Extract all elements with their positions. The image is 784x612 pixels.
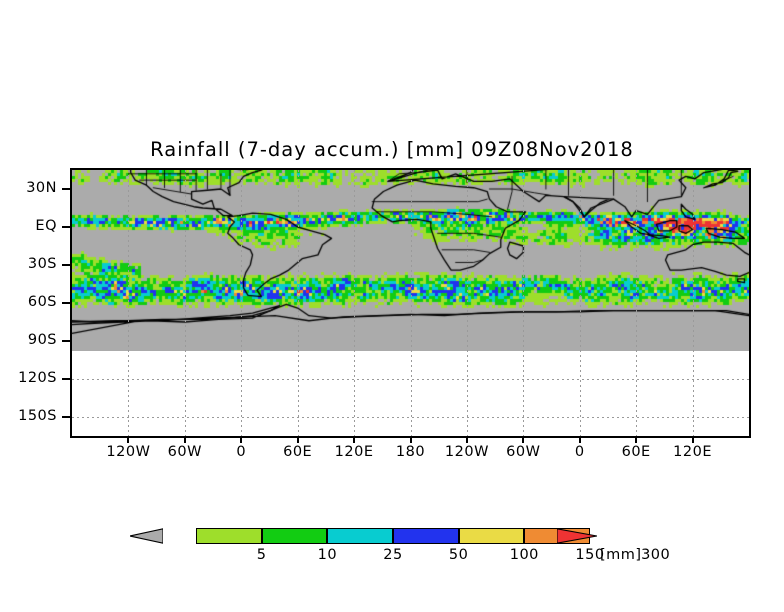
colorbar-high-arrow (557, 528, 597, 544)
x-axis-tick (353, 436, 356, 443)
y-axis-label: 60S (27, 294, 57, 310)
colorbar-tick-label: 10 (317, 547, 338, 563)
y-axis-tick (62, 378, 70, 380)
y-axis-tick (62, 264, 70, 266)
y-axis-label: 30N (26, 180, 57, 196)
colorbar-unit-label: [mm] (600, 547, 642, 563)
x-axis-tick (183, 436, 186, 443)
y-axis-label: 120S (18, 370, 57, 386)
colorbar-segment (393, 528, 459, 544)
colorbar-tick-label: 25 (383, 547, 403, 563)
y-axis-tick (62, 226, 70, 228)
colorbar-segment (327, 528, 393, 544)
colorbar-tick-label: 300 (641, 547, 671, 563)
x-axis-tick (127, 436, 130, 443)
x-axis-label: 120E (673, 444, 712, 460)
y-axis-label: 90S (27, 332, 57, 348)
x-axis-label: 60E (283, 444, 313, 460)
y-axis-tick (62, 188, 70, 190)
colorbar-tick-label: 50 (448, 547, 469, 563)
gridline-horizontal (72, 379, 749, 380)
gridline-vertical (241, 170, 243, 436)
x-axis-label: 60W (167, 444, 202, 460)
colorbar-tick-label: 5 (256, 547, 267, 563)
x-axis-label: 120W (106, 444, 151, 460)
gridline-vertical (184, 170, 186, 436)
x-axis-tick (409, 436, 412, 443)
x-axis-tick (240, 436, 243, 443)
gridline-vertical (297, 170, 299, 436)
x-axis-label: 60W (506, 444, 541, 460)
colorbar-low-arrow (130, 528, 163, 544)
gridline-vertical (410, 170, 412, 436)
plot-inner (72, 170, 749, 436)
gridline-vertical (354, 170, 356, 436)
y-axis-tick (62, 302, 70, 304)
gridline-horizontal (72, 417, 749, 418)
gridline-vertical (466, 170, 468, 436)
colorbar-segment (261, 528, 328, 544)
y-axis-tick (62, 416, 70, 418)
x-axis-tick (691, 436, 694, 443)
gridline-vertical (523, 170, 525, 436)
page-title: Rainfall (7-day accum.) [mm] 09Z08Nov201… (150, 138, 634, 161)
x-axis-tick (522, 436, 525, 443)
x-axis-label: 120E (334, 444, 374, 460)
gridline-vertical (636, 170, 638, 436)
gridline-vertical (692, 170, 694, 436)
colorbar-segment (196, 528, 262, 544)
x-axis-label: 120W (444, 444, 489, 460)
x-axis-tick (465, 436, 468, 443)
x-axis-tick (578, 436, 581, 443)
colorbar-tick-label: 150 (575, 547, 605, 563)
colorbar-segment (458, 528, 525, 544)
x-axis-tick (296, 436, 299, 443)
gridline-vertical (579, 170, 581, 436)
colorbar-tick-label: 100 (509, 547, 539, 563)
x-axis-label: 0 (236, 444, 247, 460)
y-axis-tick (62, 340, 70, 342)
map-plot-frame (70, 168, 751, 438)
y-axis-label: 150S (18, 408, 57, 424)
colorbar: 5 10 25 50 100 150 300 [mm] (130, 524, 670, 564)
colorbar-segments (196, 528, 590, 544)
gridline-vertical (128, 170, 130, 436)
y-axis-label: EQ (35, 218, 57, 234)
x-axis-tick (635, 436, 638, 443)
y-axis-label: 30S (27, 256, 57, 272)
x-axis-label: 60E (621, 444, 651, 460)
x-axis-label: 180 (395, 444, 426, 460)
x-axis-label: 0 (574, 444, 585, 460)
